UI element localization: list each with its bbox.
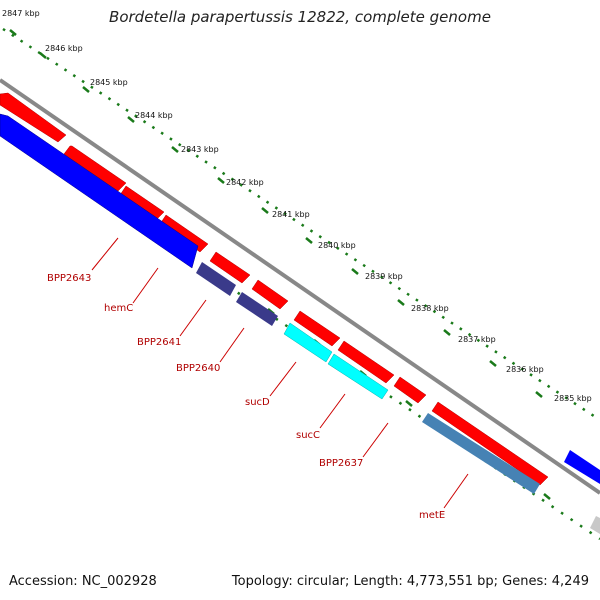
forward-strand-cds [0, 92, 549, 486]
tick-label: 2845 kbp [90, 78, 128, 87]
gene-labels: BPP2643 hemC BPP2641 BPP2640 sucD sucC B… [47, 273, 445, 521]
reverse-strand-cds [0, 113, 600, 534]
outer-ruler-dots [2, 27, 600, 422]
tick-label: 2842 kbp [226, 178, 264, 187]
tick-label: 2847 kbp [2, 9, 40, 18]
tick-label: 2838 kbp [411, 304, 449, 313]
accession-text: Accession: NC_002928 [9, 574, 157, 589]
cds-reverse[interactable] [422, 413, 540, 494]
gene-label-mete[interactable]: metE [419, 510, 445, 521]
ruler-tick-labels: 2847 kbp 2846 kbp 2845 kbp 2844 kbp 2843… [2, 9, 592, 403]
cds-forward[interactable] [293, 310, 341, 347]
gene-label-bpp2637[interactable]: BPP2637 [319, 458, 363, 469]
gene-label-hemc[interactable]: hemC [104, 303, 133, 314]
tick-label: 2840 kbp [318, 241, 356, 250]
cds-reverse[interactable] [196, 262, 236, 296]
gene-label-bpp2640[interactable]: BPP2640 [176, 363, 220, 374]
cds-forward[interactable] [251, 279, 289, 310]
genome-summary-text: Topology: circular; Length: 4,773,551 bp… [231, 574, 589, 589]
cds-forward[interactable] [337, 340, 395, 384]
cds-reverse[interactable] [283, 322, 333, 363]
gene-label-sucd[interactable]: sucD [245, 397, 270, 408]
cds-forward[interactable] [0, 92, 67, 143]
gene-label-bpp2641[interactable]: BPP2641 [137, 337, 181, 348]
backbone-line [0, 78, 600, 495]
gene-label-succ[interactable]: sucC [296, 430, 320, 441]
cds-forward[interactable] [159, 214, 209, 253]
tick-label: 2846 kbp [45, 44, 83, 53]
outer-ruler-ticks [9, 29, 543, 398]
cds-forward[interactable] [431, 401, 549, 486]
tick-label: 2843 kbp [181, 145, 219, 154]
tick-label: 2841 kbp [272, 210, 310, 219]
tick-label: 2835 kbp [554, 394, 592, 403]
cds-reverse[interactable] [564, 450, 600, 484]
gene-label-bpp2643[interactable]: BPP2643 [47, 273, 91, 284]
cds-reverse[interactable] [590, 516, 600, 534]
tick-label: 2844 kbp [135, 111, 173, 120]
tick-label: 2836 kbp [506, 365, 544, 374]
cds-reverse[interactable] [236, 292, 278, 326]
map-title: Bordetella parapertussis 12822, complete… [109, 8, 491, 26]
cds-reverse[interactable] [0, 113, 199, 269]
tick-label: 2837 kbp [458, 335, 496, 344]
cds-forward[interactable] [393, 376, 427, 404]
cds-forward[interactable] [209, 251, 251, 284]
cds-reverse[interactable] [327, 353, 389, 400]
tick-label: 2839 kbp [365, 272, 403, 281]
cds-forward[interactable] [63, 145, 127, 192]
gene-leader-lines [91, 237, 469, 509]
